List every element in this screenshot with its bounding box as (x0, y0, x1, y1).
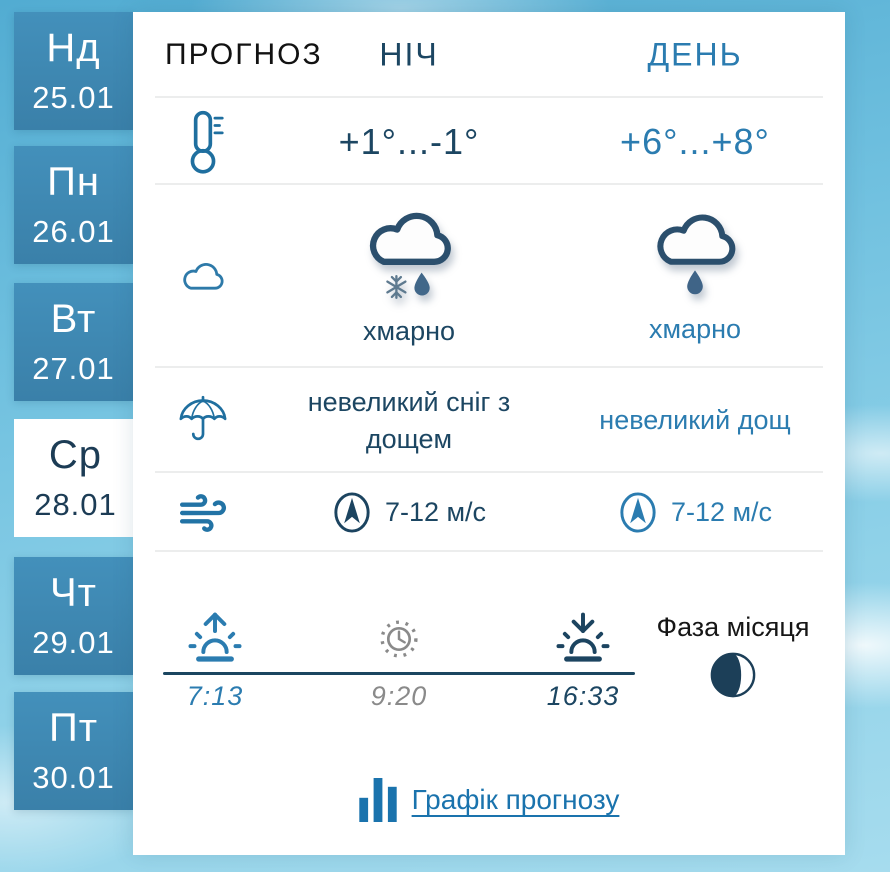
sunset-icon (556, 612, 610, 662)
sunset-time: 16:33 (546, 681, 620, 711)
day-date: 30.01 (32, 760, 115, 795)
night-condition-cell: хмарно (355, 206, 463, 347)
sidebar-day-4[interactable]: Чт 29.01 (14, 557, 133, 675)
day-length-clock-icon (380, 620, 418, 658)
chart-link-row: Графік прогнозу (133, 745, 845, 855)
day-date: 29.01 (32, 625, 115, 660)
sunrise-icon (188, 612, 242, 662)
night-condition-label: хмарно (362, 316, 456, 346)
wind-icon (179, 493, 226, 532)
sidebar-day-5[interactable]: Пт 30.01 (14, 692, 133, 810)
day-abbr: Пт (48, 706, 99, 750)
day-condition-label: хмарно (648, 314, 742, 344)
thermometer-icon (190, 110, 224, 174)
day-abbr: Пн (47, 160, 100, 204)
day-abbr: Чт (50, 571, 97, 615)
day-column-header: ДЕНЬ (647, 36, 743, 73)
night-temperature: +1°...-1° (338, 120, 480, 162)
temperature-row: +1°...-1° +6°...+8° (133, 98, 845, 185)
sidebar-day-0[interactable]: Нд 25.01 (14, 12, 133, 130)
cloud-rain-icon (657, 214, 736, 295)
day-abbr: Ср (48, 433, 103, 477)
wind-row: 7-12 м/с 7-12 м/с (133, 473, 845, 552)
day-precipitation: невеликий дощ (599, 405, 791, 436)
cloud-icon (183, 262, 224, 290)
sidebar-day-3-selected[interactable]: Ср 28.01 (14, 419, 137, 537)
moon-phase-last-quarter-icon (710, 652, 756, 698)
wind-direction-arrow-icon (334, 492, 370, 533)
sun-moon-row: 7:13 9:20 16:33 Фаза місяця (133, 552, 845, 745)
day-condition-cell: хмарно (643, 208, 747, 345)
horizon-line (163, 672, 635, 675)
sun-timeline: 7:13 9:20 16:33 (163, 608, 635, 712)
day-length-time: 9:20 (370, 681, 428, 711)
sidebar-day-2[interactable]: Вт 27.01 (14, 283, 133, 401)
night-wind-speed: 7-12 м/с (384, 497, 487, 527)
day-temperature: +6°...+8° (620, 120, 770, 162)
moon-phase-block: Фаза місяця (633, 612, 833, 704)
day-date: 27.01 (32, 351, 115, 386)
sunrise-time: 7:13 (186, 681, 244, 711)
forecast-panel: ПРОГНОЗ НІЧ ДЕНЬ +1°...-1° +6°...+8° (133, 12, 845, 855)
day-date: 26.01 (32, 214, 115, 249)
page-title: ПРОГНОЗ (165, 38, 323, 71)
bar-chart-icon (358, 778, 397, 822)
night-precipitation: невеликий сніг з дощем (307, 387, 511, 454)
forecast-chart-link-label[interactable]: Графік прогнозу (411, 784, 620, 815)
day-wind-speed: 7-12 м/с (670, 497, 773, 527)
day-date: 28.01 (34, 487, 117, 522)
wind-direction-arrow-icon (620, 492, 656, 533)
sidebar-day-1[interactable]: Пн 26.01 (14, 146, 133, 264)
moon-phase-label: Фаза місяця (656, 612, 810, 642)
night-column-header: НІЧ (379, 36, 439, 73)
day-abbr: Нд (46, 26, 101, 70)
forecast-chart-link[interactable]: Графік прогнозу (358, 778, 620, 822)
cloud-snow-rain-icon (369, 212, 451, 299)
umbrella-icon (179, 395, 227, 440)
night-wind-cell: 7-12 м/с (332, 490, 486, 535)
header-row: ПРОГНОЗ НІЧ ДЕНЬ (133, 12, 845, 98)
precipitation-row: невеликий сніг з дощем невеликий дощ (133, 368, 845, 473)
day-date: 25.01 (32, 80, 115, 115)
sky-condition-row: хмарно хмарно (133, 185, 845, 368)
day-abbr: Вт (50, 297, 97, 341)
day-wind-cell: 7-12 м/с (618, 490, 772, 535)
